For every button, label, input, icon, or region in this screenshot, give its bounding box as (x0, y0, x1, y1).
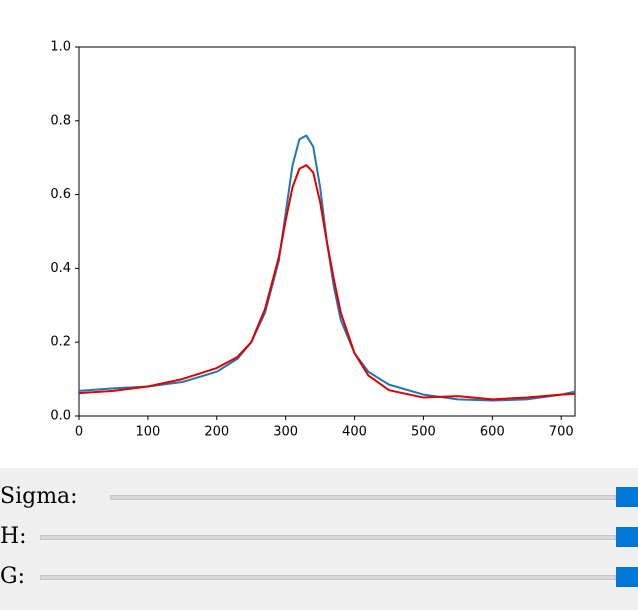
x-tick-label: 300 (273, 425, 298, 440)
slider-row: H: (0, 522, 638, 552)
control-panel: Sigma: H: G: (0, 468, 638, 610)
y-tick-label: 1.0 (50, 40, 71, 55)
slider-label: H: (0, 524, 27, 549)
y-tick-label: 0.6 (50, 187, 71, 202)
y-tick-label: 0.4 (50, 261, 71, 276)
slider-row: G: (0, 562, 638, 592)
slider-label: Sigma: (0, 484, 78, 509)
slider-handle[interactable] (616, 527, 638, 547)
x-tick-label: 400 (342, 425, 367, 440)
line (78, 134, 576, 402)
slider-track[interactable] (40, 575, 616, 580)
slider-row: Sigma: (0, 482, 638, 512)
x-tick-label: 500 (411, 425, 436, 440)
slider-handle[interactable] (616, 487, 638, 507)
x-tick-label: 0 (75, 425, 83, 440)
slider-label: G: (0, 564, 25, 589)
x-tick-label: 200 (204, 425, 229, 440)
line (78, 164, 576, 401)
plot-area (78, 46, 576, 417)
chart: 0.0 0.2 0.4 0.6 0.8 1.0 0 100 200 300 400 500 600 700 (50, 40, 576, 440)
y-tick-label: 0.8 (50, 113, 71, 128)
x-tick-label: 700 (549, 425, 574, 440)
x-tick-label: 100 (135, 425, 160, 440)
slider-track[interactable] (40, 535, 616, 540)
y-tick-label: 0.0 (50, 409, 71, 424)
slider-track[interactable] (110, 495, 616, 500)
x-tick-label: 600 (480, 425, 505, 440)
slider-handle[interactable] (616, 567, 638, 587)
y-tick-label: 0.2 (50, 335, 71, 350)
